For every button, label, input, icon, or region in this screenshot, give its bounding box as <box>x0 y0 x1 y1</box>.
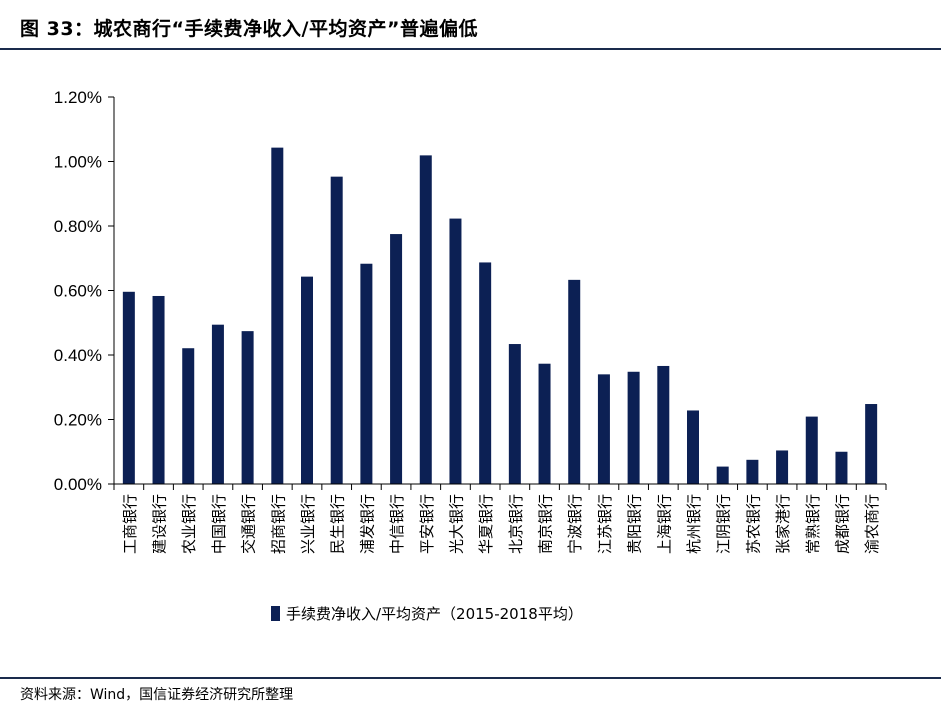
bar <box>449 218 462 484</box>
x-tick-label: 建设银行 <box>151 494 169 554</box>
bar <box>835 451 848 484</box>
bar <box>122 291 135 484</box>
x-tick-label: 工商银行 <box>121 494 139 554</box>
legend-swatch <box>271 606 280 621</box>
bar <box>746 459 759 484</box>
bar <box>687 410 699 484</box>
bar <box>211 324 224 484</box>
x-tick-label: 华夏银行 <box>477 494 495 554</box>
x-tick-label: 成都银行 <box>833 494 851 554</box>
bar <box>271 147 284 484</box>
x-tick-label: 农业银行 <box>180 494 198 554</box>
y-tick-label: 0.80% <box>54 217 102 236</box>
x-tick-label: 江苏银行 <box>596 494 614 554</box>
legend: 手续费净收入/平均资产（2015-2018平均） <box>271 605 583 623</box>
x-tick-label: 苏农银行 <box>744 494 762 554</box>
x-tick-label: 平安银行 <box>418 494 436 554</box>
x-tick-label: 中信银行 <box>388 494 406 554</box>
bottom-rule <box>0 677 941 679</box>
x-tick-label: 上海银行 <box>655 494 673 554</box>
x-tick-label: 南京银行 <box>537 494 555 554</box>
y-tick-label: 0.40% <box>54 346 102 365</box>
x-tick-label: 中国银行 <box>210 494 228 554</box>
bar <box>390 234 403 484</box>
bar-chart: 0.00% 0.20% 0.40% 0.60% 0.80% 1.00% 1.20% 工商银行… <box>54 88 887 623</box>
bar <box>865 404 878 484</box>
bar <box>419 155 432 484</box>
x-tick-label: 渝农商行 <box>863 494 881 554</box>
bar <box>538 363 551 484</box>
bar <box>508 344 521 484</box>
x-tick-label: 常熟银行 <box>804 494 822 554</box>
bar <box>627 371 640 484</box>
bar-series <box>122 147 878 484</box>
x-tick-label: 兴业银行 <box>299 494 317 554</box>
x-tick-label: 杭州银行 <box>685 494 703 554</box>
x-tick-label: 民生银行 <box>329 494 347 554</box>
bar <box>657 365 670 484</box>
bar <box>479 262 492 484</box>
bar <box>241 331 254 484</box>
bar <box>776 450 789 484</box>
bar <box>597 374 610 484</box>
y-tick-label: 0.20% <box>54 411 102 430</box>
bar <box>360 263 373 484</box>
x-tick-label: 宁波银行 <box>566 494 584 554</box>
x-axis: 工商银行 建设银行 农业银行 中国银行 交通银行 招商银行 兴业银行 民生银行 浦发银行 中信银行… <box>113 483 887 554</box>
bar <box>152 295 165 484</box>
x-tick-label: 北京银行 <box>507 494 525 554</box>
source-note: 资料来源：Wind，国信证券经济研究所整理 <box>20 687 294 703</box>
x-tick-label: 江阴银行 <box>715 494 733 554</box>
top-rule <box>0 48 941 50</box>
x-tick-label: 贵阳银行 <box>626 494 644 554</box>
y-tick-label: 0.00% <box>54 475 102 494</box>
x-tick-label: 交通银行 <box>240 494 258 554</box>
figure-title: 图 33：城农商行“手续费净收入/平均资产”普遍偏低 <box>20 18 478 40</box>
y-tick-label: 1.00% <box>54 153 102 172</box>
y-axis: 0.00% 0.20% 0.40% 0.60% 0.80% 1.00% 1.20% <box>54 88 115 494</box>
x-tick-label: 光大银行 <box>447 494 465 554</box>
bar <box>805 416 818 484</box>
y-tick-label: 1.20% <box>54 88 102 107</box>
bar <box>716 466 729 484</box>
x-tick-label: 招商银行 <box>269 494 287 554</box>
bar <box>301 276 313 484</box>
bar <box>330 176 343 484</box>
bar <box>568 279 581 484</box>
bar <box>182 348 195 484</box>
legend-label: 手续费净收入/平均资产（2015-2018平均） <box>286 605 583 623</box>
y-tick-label: 0.60% <box>54 282 102 301</box>
x-tick-label: 浦发银行 <box>358 494 376 554</box>
x-tick-label: 张家港行 <box>774 494 792 554</box>
